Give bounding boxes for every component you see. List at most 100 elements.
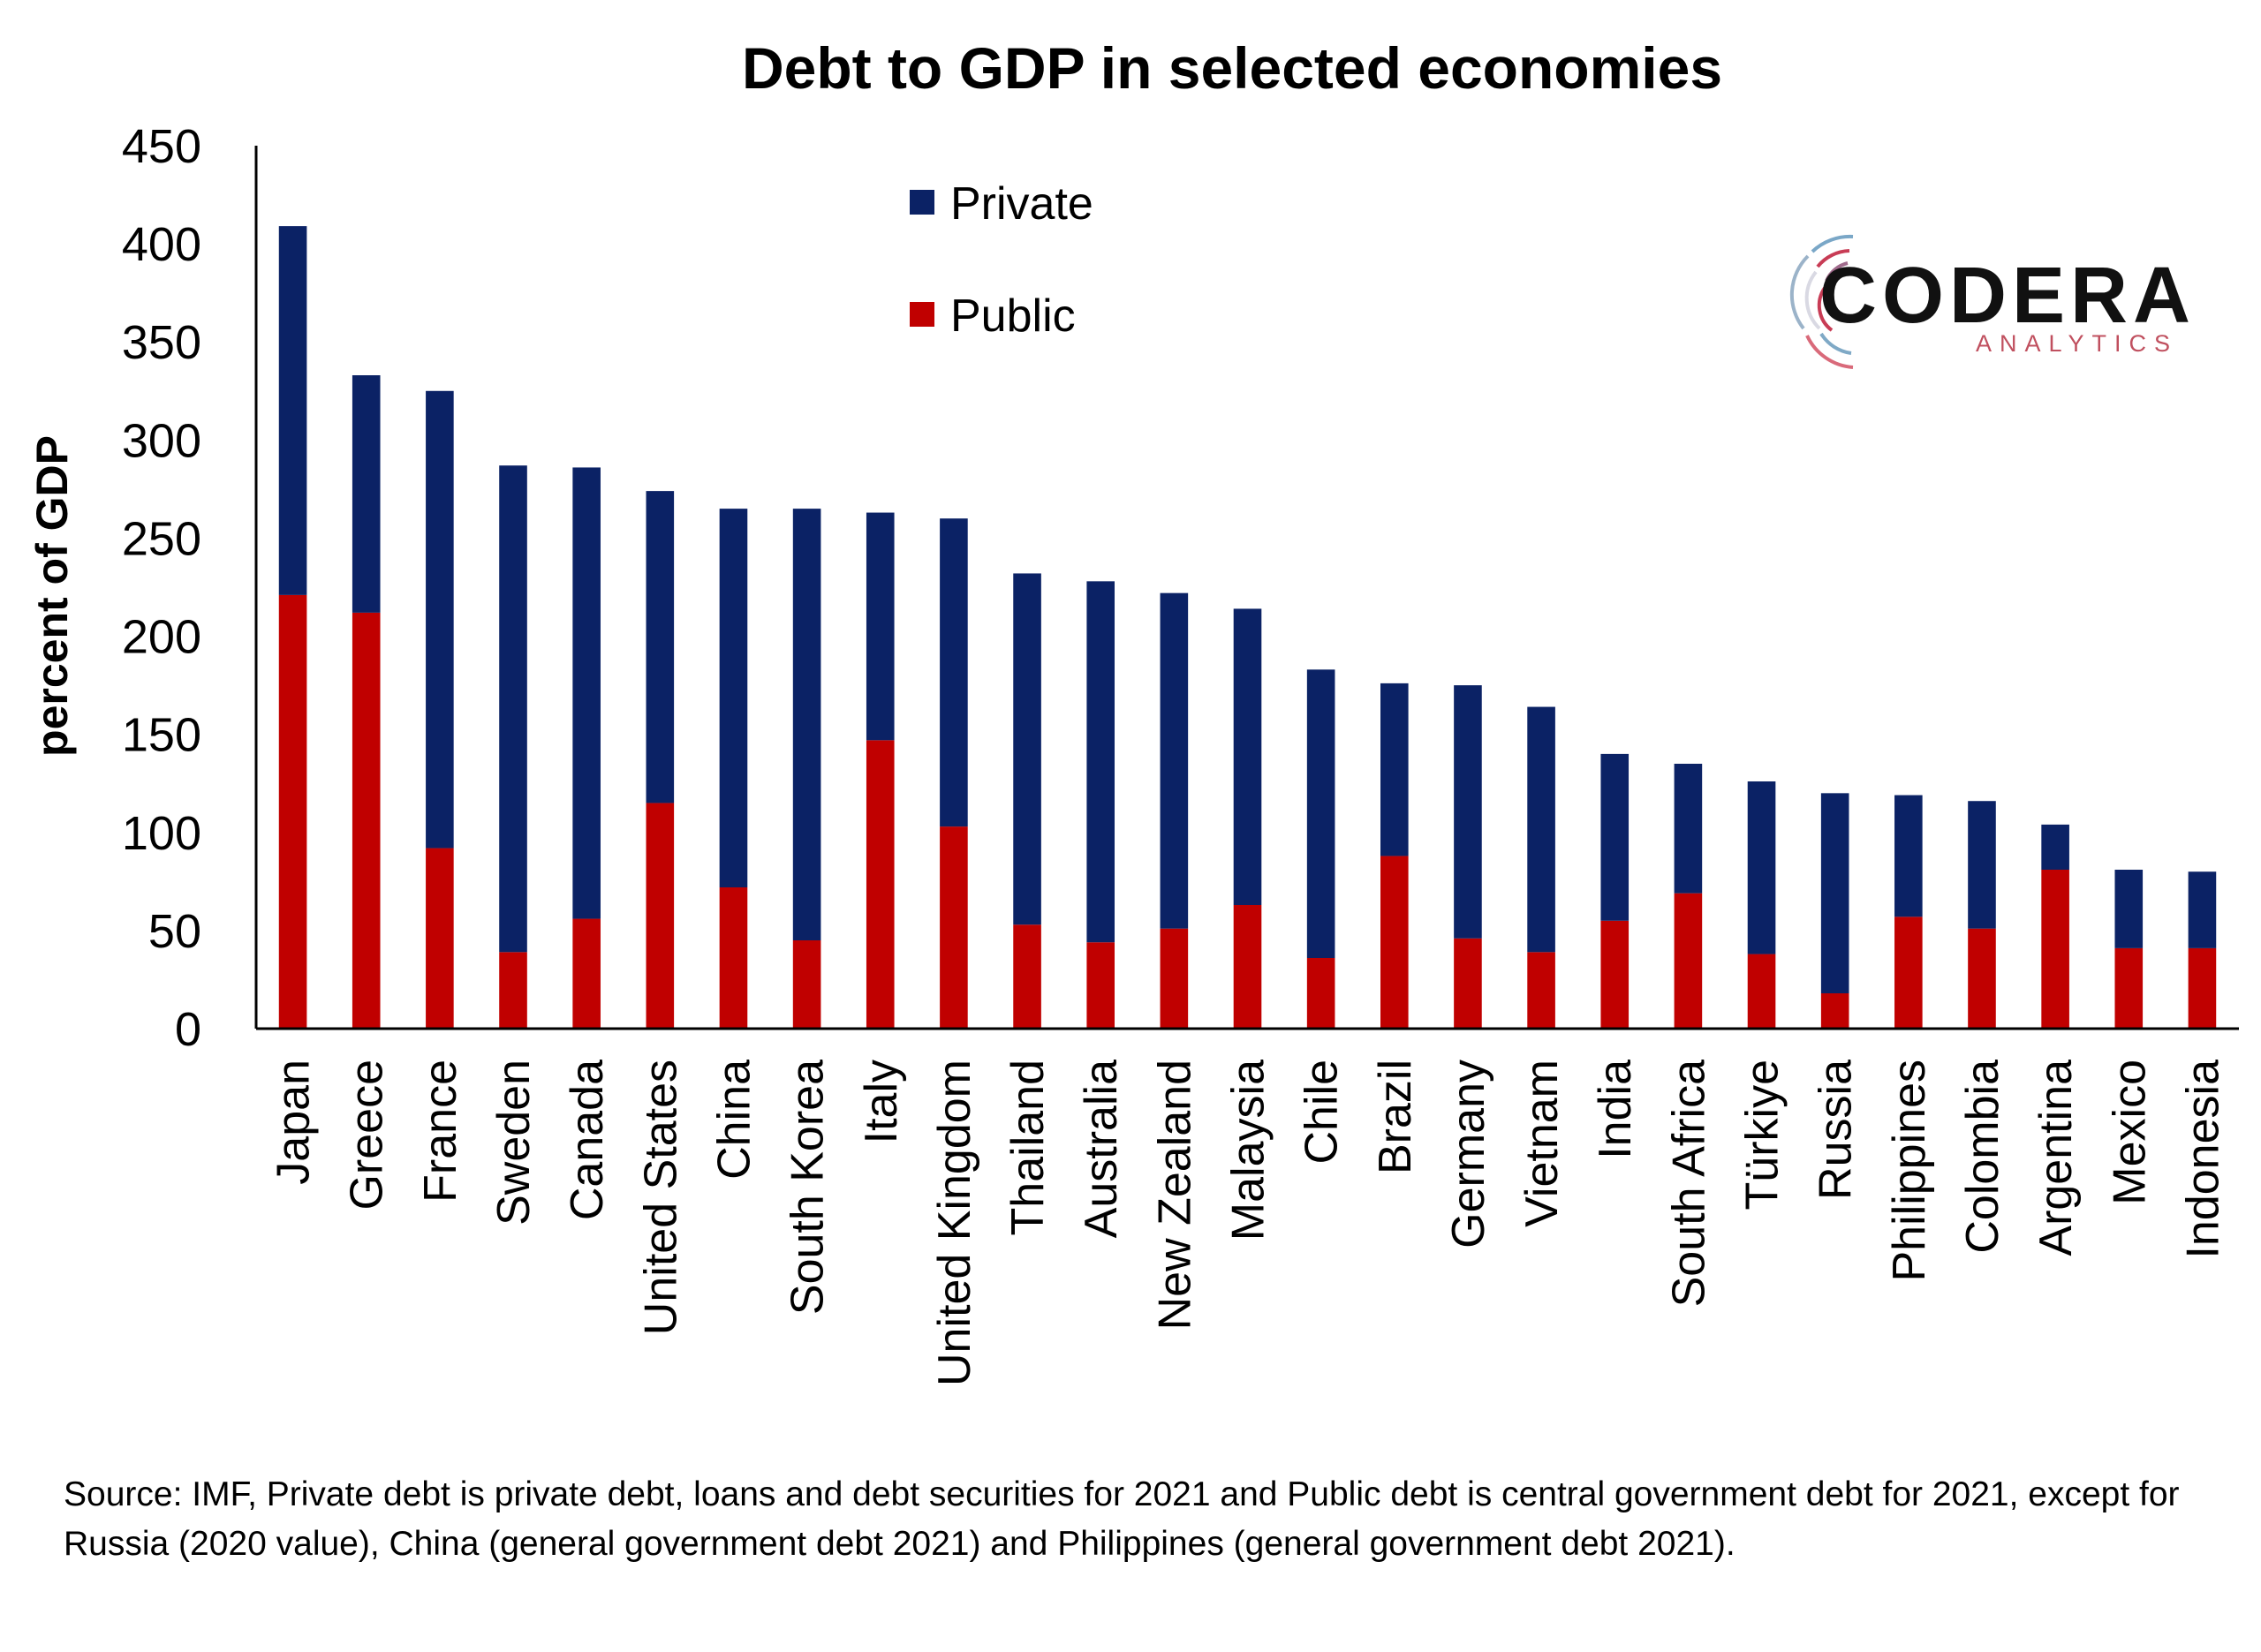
- bar-public: [1747, 954, 1776, 1029]
- x-tick-label: Indonesia: [2177, 1060, 2228, 1259]
- x-tick-label: Brazil: [1370, 1060, 1421, 1174]
- bar-private: [352, 375, 381, 613]
- x-tick-label: Mexico: [2104, 1060, 2155, 1205]
- bar-private: [1013, 573, 1041, 925]
- x-tick-label: South Korea: [783, 1060, 834, 1315]
- x-tick-label: New Zealand: [1149, 1060, 1200, 1330]
- bar-private: [1894, 795, 1923, 917]
- y-tick-label: 50: [148, 905, 201, 958]
- bar-public: [1013, 924, 1041, 1029]
- bar-public: [499, 952, 527, 1029]
- y-tick-label: 350: [122, 316, 201, 369]
- bar-public: [426, 848, 454, 1029]
- x-tick-label: Russia: [1811, 1060, 1862, 1200]
- bar-public: [940, 826, 968, 1029]
- bar-public: [1454, 938, 1482, 1029]
- x-tick-label: South Africa: [1663, 1060, 1714, 1307]
- bar-private: [499, 465, 527, 953]
- x-tick-label: Japan: [268, 1060, 320, 1185]
- bar-public: [1086, 942, 1115, 1029]
- bar-private: [1160, 592, 1189, 929]
- bar-public: [278, 594, 307, 1029]
- bar-public: [866, 740, 895, 1029]
- bar-public: [792, 940, 821, 1029]
- bar-private: [1674, 764, 1703, 894]
- x-tick-label: Colombia: [1957, 1060, 2008, 1254]
- bar-private: [940, 518, 968, 827]
- x-tick-label: Philippines: [1884, 1060, 1935, 1282]
- y-axis-label: percent of GDP: [27, 435, 77, 757]
- y-tick-label: 150: [122, 709, 201, 762]
- bar-public: [1233, 905, 1262, 1029]
- y-axis-ticks: 0 50 100 150 200 250 300 350 400 450: [122, 120, 201, 1056]
- chart-title: Debt to GDP in selected economies: [742, 35, 1722, 101]
- bar-public: [352, 612, 381, 1029]
- y-tick-label: 0: [175, 1003, 201, 1056]
- bar-private: [1306, 669, 1335, 958]
- bar-private: [278, 226, 307, 595]
- y-tick-label: 300: [122, 414, 201, 467]
- logo-wordmark: CODERA: [1819, 252, 2196, 340]
- bar-public: [1674, 893, 1703, 1029]
- x-tick-label: Canada: [562, 1060, 613, 1220]
- x-tick-label: China: [708, 1060, 760, 1180]
- y-tick-label: 450: [122, 120, 201, 173]
- x-tick-label: Germany: [1443, 1060, 1494, 1248]
- bar-public: [1894, 917, 1923, 1029]
- bar-private: [1233, 608, 1262, 905]
- bar-public: [1600, 920, 1630, 1029]
- y-tick-label: 250: [122, 512, 201, 565]
- bar-private: [1747, 781, 1776, 954]
- bar-public: [2114, 947, 2144, 1029]
- bar-public: [572, 918, 601, 1029]
- bar-public: [1820, 993, 1849, 1029]
- bar-public: [2188, 947, 2217, 1029]
- bar-private: [1600, 753, 1630, 921]
- bar-public: [1968, 928, 1996, 1029]
- x-tick-label: Malaysia: [1223, 1060, 1274, 1241]
- y-tick-label: 100: [122, 807, 201, 860]
- bar-public: [1160, 928, 1189, 1029]
- bar-private: [2188, 871, 2217, 948]
- x-tick-label: Thailand: [1002, 1060, 1054, 1235]
- bar-public: [2041, 870, 2069, 1029]
- bar-private: [1820, 793, 1849, 993]
- bar-public: [1527, 952, 1555, 1029]
- y-tick-label: 200: [122, 611, 201, 664]
- y-tick-label: 400: [122, 218, 201, 271]
- x-axis-labels: Japan Greece France Sweden Canada United Stat…: [268, 1060, 2229, 1386]
- source-note: Source: IMF, Private debt is private deb…: [64, 1475, 2180, 1563]
- bar-public: [1306, 958, 1335, 1029]
- x-tick-label: France: [415, 1060, 466, 1203]
- legend-swatch-private: [910, 190, 934, 215]
- bar-private: [426, 390, 454, 849]
- x-tick-label: United States: [635, 1060, 686, 1335]
- x-tick-label: Greece: [342, 1060, 393, 1211]
- codera-logo: CODERA ANALYTICS: [1789, 234, 2196, 369]
- bar-private: [792, 509, 821, 940]
- legend-label-private: Private: [950, 178, 1093, 230]
- bar-private: [1527, 706, 1555, 953]
- bar-private: [1968, 801, 1996, 929]
- logo-subtitle: ANALYTICS: [1976, 330, 2178, 357]
- bar-private: [572, 467, 601, 919]
- legend: Private Public: [910, 178, 1093, 342]
- legend-swatch-public: [910, 302, 934, 327]
- x-tick-label: Vietnam: [1516, 1060, 1568, 1227]
- bar-public: [1380, 856, 1409, 1029]
- bar-private: [1086, 581, 1115, 943]
- logo-ring-icon: [1789, 234, 1854, 369]
- bars-group: [278, 226, 2217, 1029]
- x-tick-label: India: [1590, 1060, 1641, 1159]
- bar-private: [1380, 683, 1409, 856]
- bar-private: [1454, 685, 1482, 939]
- legend-label-public: Public: [950, 290, 1076, 342]
- bar-private: [646, 491, 675, 803]
- x-tick-label: Australia: [1076, 1060, 1127, 1238]
- x-tick-label: Italy: [856, 1060, 907, 1143]
- x-tick-label: Chile: [1297, 1060, 1348, 1165]
- bar-private: [2041, 824, 2069, 870]
- x-tick-label: Sweden: [488, 1060, 540, 1226]
- x-tick-label: Türkiye: [1737, 1060, 1788, 1210]
